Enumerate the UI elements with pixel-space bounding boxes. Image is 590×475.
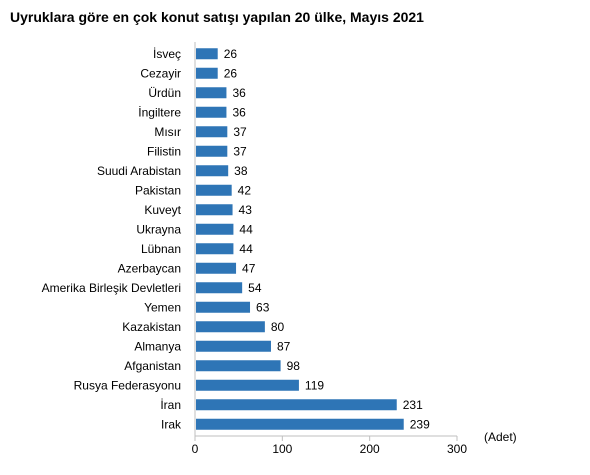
data-label: 239 [410,417,430,431]
category-label: Mısır [154,125,181,139]
bar [196,184,232,196]
category-label: Pakistan [135,183,181,197]
category-label: Almanya [134,339,181,353]
bar [196,126,228,138]
data-label: 80 [271,320,285,334]
category-label: Rusya Federasyonu [74,378,181,392]
data-label: 36 [232,105,246,119]
data-label: 44 [239,222,253,236]
bar [196,223,234,235]
category-label: Afganistan [124,359,181,373]
data-label: 36 [232,86,246,100]
bar [196,399,397,411]
data-label: 42 [238,183,252,197]
bar [196,321,265,333]
x-tick-labels: 0 100 200 300 [192,436,467,456]
data-label: 231 [403,398,423,412]
bar [196,301,251,313]
category-label: Yemen [144,300,181,314]
data-label: 87 [277,339,291,353]
data-label: 44 [239,242,253,256]
data-label: 26 [224,47,238,61]
data-label: 37 [233,144,247,158]
data-label: 43 [239,203,253,217]
data-label: 63 [256,300,270,314]
category-label: Cezayir [140,66,181,80]
bar [196,282,243,294]
x-tick-label: 300 [447,442,467,456]
bar [196,340,271,352]
bar [196,67,218,79]
data-label: 119 [305,378,324,392]
bar [196,360,281,372]
category-label: Suudi Arabistan [97,164,181,178]
chart-title: Uyruklara göre en çok konut satışı yapıl… [10,9,424,25]
data-label: 38 [234,164,248,178]
category-label: İngiltere [138,105,181,119]
data-label: 54 [248,281,262,295]
category-label: İsveç [153,47,181,61]
bar [196,145,228,157]
x-tick-label: 200 [360,442,380,456]
bar [196,204,233,216]
category-labels: İsveç Cezayir Ürdün İngiltere Mısır Filistin S… [42,47,182,432]
x-tick-label: 100 [272,442,292,456]
bars-group [196,48,404,430]
category-label: Filistin [147,144,181,158]
data-label: 47 [242,261,256,275]
bar [196,379,299,391]
bar [196,418,404,430]
category-label: İran [160,398,181,412]
category-label: Lübnan [141,242,181,256]
bar [196,48,218,60]
category-label: Ukrayna [136,222,181,236]
bar [196,262,237,274]
category-label: Kuveyt [144,203,181,217]
bar [196,106,227,118]
data-label: 98 [287,359,301,373]
data-label: 26 [224,66,238,80]
category-label: Kazakistan [122,320,181,334]
x-tick-label: 0 [192,442,199,456]
category-label: Azerbaycan [118,261,181,275]
category-label: Amerika Birleşik Devletleri [42,281,181,295]
category-label: Ürdün [148,86,181,100]
bar [196,165,229,177]
category-label: Irak [161,417,182,431]
bar [196,87,227,99]
data-label: 37 [233,125,247,139]
bar [196,243,234,255]
unit-label: (Adet) [484,430,517,444]
